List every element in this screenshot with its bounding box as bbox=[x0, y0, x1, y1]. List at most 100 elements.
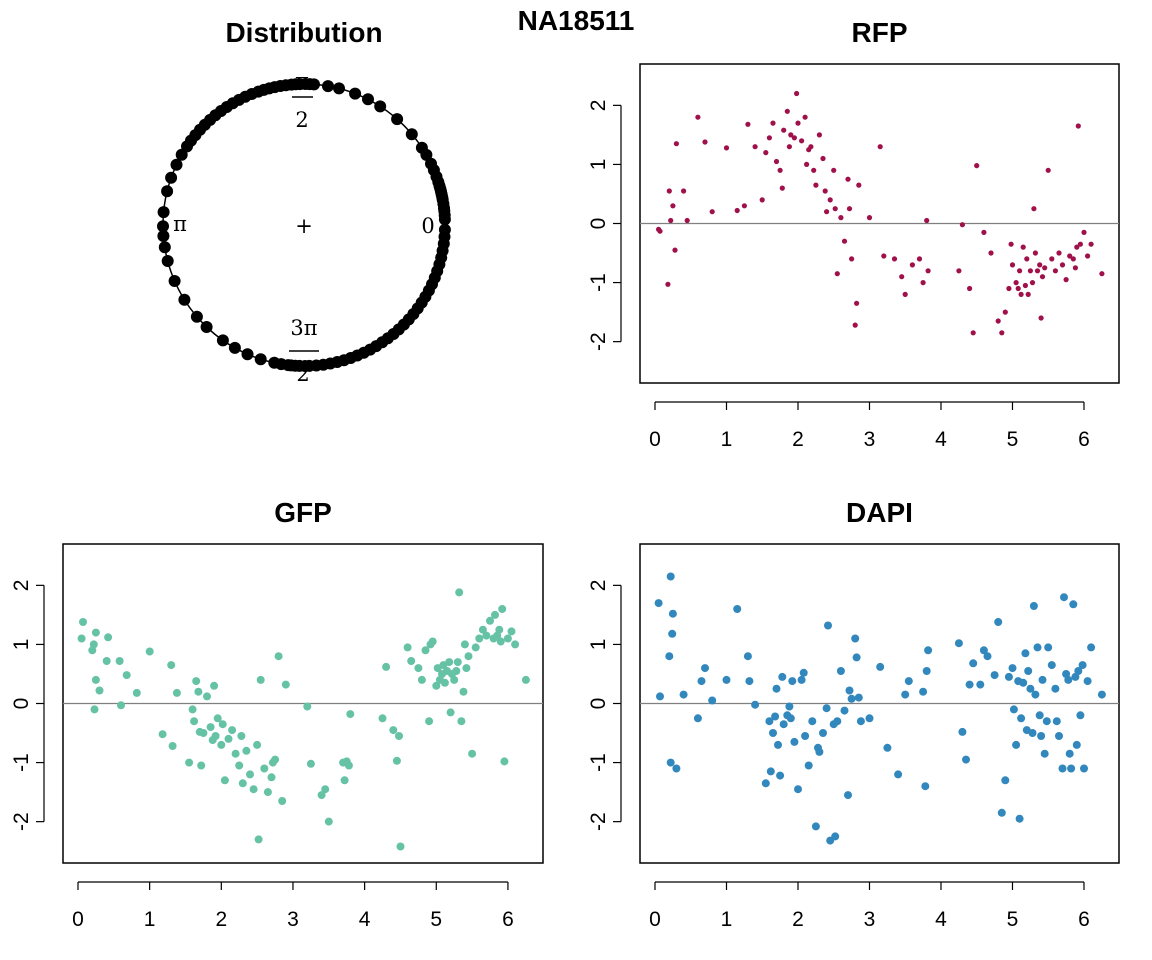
dapi-point bbox=[668, 609, 677, 618]
rfp-point bbox=[1027, 268, 1033, 274]
dapi-point bbox=[1029, 602, 1038, 610]
dapi-point bbox=[722, 675, 731, 684]
dapi-x-tick-label: 1 bbox=[721, 908, 733, 931]
gfp-point bbox=[235, 761, 244, 770]
dapi-point bbox=[1024, 667, 1033, 675]
rfp-point bbox=[766, 135, 773, 141]
dapi-point bbox=[1009, 705, 1018, 714]
rfp-point bbox=[827, 197, 833, 203]
dapi-point bbox=[1058, 764, 1067, 773]
gfp-point bbox=[218, 720, 227, 729]
dapi-point bbox=[797, 675, 806, 684]
rfp-point bbox=[1038, 315, 1044, 321]
gfp-point bbox=[496, 637, 505, 646]
distribution-title: Distribution bbox=[225, 17, 382, 48]
dapi-point bbox=[845, 686, 854, 695]
rfp-point bbox=[1025, 291, 1031, 297]
distribution-three-half-pi-numerator: 3π bbox=[290, 316, 317, 340]
dapi-point bbox=[1038, 675, 1047, 684]
rfp-point bbox=[811, 167, 817, 173]
rfp-point bbox=[668, 217, 674, 224]
distribution-panel: Distribution + 0 π π 2 3π 2 bbox=[157, 17, 451, 386]
rfp-point bbox=[1085, 253, 1091, 259]
dapi-point bbox=[1044, 643, 1053, 652]
dapi-point bbox=[851, 634, 860, 643]
dapi-point bbox=[772, 684, 781, 693]
rfp-x-tick-label: 5 bbox=[1007, 428, 1019, 451]
dapi-point bbox=[819, 729, 827, 737]
figure-main-title: NA18511 bbox=[518, 5, 635, 36]
gfp-point bbox=[491, 610, 499, 619]
gfp-point bbox=[253, 740, 262, 749]
dapi-point bbox=[790, 737, 799, 746]
distribution-point bbox=[391, 113, 404, 126]
rfp-point bbox=[866, 215, 873, 221]
distribution-point bbox=[161, 185, 174, 198]
dapi-point bbox=[921, 782, 930, 791]
distribution-points bbox=[157, 78, 451, 372]
rfp-point bbox=[781, 127, 787, 133]
rfp-point bbox=[709, 209, 715, 215]
dapi-point bbox=[969, 659, 978, 668]
gfp-point bbox=[220, 776, 229, 785]
rfp-point bbox=[808, 144, 814, 150]
rfp-point bbox=[723, 145, 730, 151]
dapi-point bbox=[765, 717, 774, 726]
dapi-point bbox=[1080, 764, 1088, 773]
rfp-point bbox=[788, 132, 794, 138]
rfp-point bbox=[1022, 282, 1028, 289]
dapi-point bbox=[794, 785, 802, 794]
rfp-point bbox=[1034, 268, 1041, 274]
rfp-point bbox=[1031, 206, 1037, 212]
rfp-point bbox=[1029, 280, 1036, 286]
dapi-point bbox=[994, 618, 1003, 626]
dapi-point bbox=[799, 668, 808, 677]
distribution-center-mark: + bbox=[295, 214, 313, 238]
rfp-title: RFP bbox=[852, 17, 908, 48]
gfp-point bbox=[425, 717, 434, 726]
gfp-point bbox=[91, 675, 100, 684]
dapi-point bbox=[1015, 814, 1024, 823]
rfp-point bbox=[838, 215, 844, 221]
rfp-point bbox=[1024, 256, 1030, 262]
dapi-point bbox=[1035, 711, 1044, 720]
dapi-point bbox=[1055, 732, 1063, 740]
distribution-point bbox=[170, 158, 183, 171]
dapi-point bbox=[693, 714, 702, 723]
dapi-point bbox=[665, 652, 674, 661]
distribution-half-pi-denominator: 2 bbox=[295, 108, 308, 132]
gfp-point bbox=[102, 657, 111, 665]
dapi-point bbox=[1060, 593, 1068, 602]
rfp-point bbox=[657, 228, 663, 234]
dapi-point bbox=[672, 764, 681, 773]
rfp-point bbox=[834, 271, 840, 277]
dapi-point bbox=[1052, 717, 1061, 726]
rfp-point bbox=[854, 300, 860, 306]
distribution-zero-label: 0 bbox=[421, 214, 434, 238]
dapi-point bbox=[962, 755, 970, 764]
gfp-x-tick-label: 5 bbox=[430, 908, 442, 931]
gfp-point bbox=[190, 717, 199, 726]
dapi-point bbox=[804, 761, 813, 770]
rfp-y-tick-label: 0 bbox=[587, 218, 610, 230]
gfp-point bbox=[281, 680, 290, 689]
dapi-point bbox=[778, 672, 787, 681]
rfp-point bbox=[1045, 167, 1051, 173]
rfp-point bbox=[763, 150, 769, 156]
rfp-point bbox=[891, 256, 898, 262]
rfp-point bbox=[920, 280, 926, 286]
distribution-point bbox=[349, 87, 362, 100]
gfp-point bbox=[104, 633, 113, 642]
gfp-point bbox=[122, 671, 131, 680]
dapi-point bbox=[1042, 717, 1051, 726]
dapi-point bbox=[668, 629, 677, 638]
gfp-point bbox=[211, 732, 220, 740]
dapi-point bbox=[1078, 661, 1087, 670]
rfp-point bbox=[846, 206, 853, 212]
rfp-point bbox=[665, 281, 671, 287]
rfp-point bbox=[1008, 241, 1014, 247]
dapi-point bbox=[779, 720, 788, 729]
dapi-point bbox=[856, 717, 865, 726]
gfp-point bbox=[210, 681, 219, 690]
